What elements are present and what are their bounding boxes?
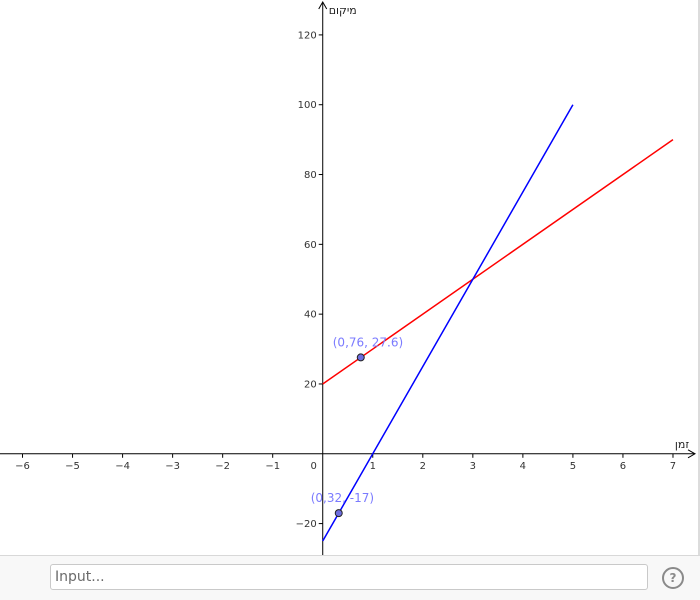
x-tick-label: −4 [115,461,130,472]
x-tick-label: 5 [570,461,576,472]
y-tick-label: 20 [304,379,317,390]
graph-canvas[interactable]: זמן מיקום −6 −5 −4 −3 −2 −1 0 1 2 3 4 5 6 7 −20 20 40 60 80 1… [0,0,698,555]
x-axis-title: זמן [675,438,689,451]
help-icon[interactable]: ? [662,567,684,589]
y-tick-label: 40 [304,310,317,321]
point-label-1: (0,76, 27.6) [333,335,403,349]
y-tick-label: 100 [298,100,317,111]
point-2[interactable] [334,509,343,518]
x-tick-label: −6 [15,461,30,472]
x-axis-arrow [687,449,697,459]
point-label-2: (0,32, -17) [311,491,374,505]
x-tick-label: 1 [370,461,376,472]
view-divider [698,0,700,555]
y-tick-label: 60 [304,240,317,251]
x-tick-label: 4 [520,461,526,472]
x-tick-label: 0 [311,461,317,472]
input-bar: ? [0,555,700,600]
y-tick-label: 120 [298,30,317,41]
red-line[interactable] [322,139,674,385]
x-tick-label: 3 [470,461,476,472]
x-tick-label: 6 [620,461,626,472]
x-tick-label: −3 [165,461,180,472]
y-axis-title: מיקום [329,4,357,17]
blue-line[interactable] [322,104,574,542]
y-tick-label: −20 [296,519,317,530]
y-axis-arrow [318,0,328,10]
x-tick-label: 7 [670,461,676,472]
input-field[interactable] [50,564,648,590]
x-tick-label: −5 [65,461,80,472]
point-1[interactable] [356,353,365,362]
y-tick-label: 80 [304,170,317,181]
graphics-view[interactable]: זמן מיקום −6 −5 −4 −3 −2 −1 0 1 2 3 4 5 6 7 −20 20 40 60 80 1… [0,0,698,555]
x-tick-label: −1 [265,461,280,472]
x-tick-label: −2 [215,461,230,472]
x-tick-label: 2 [420,461,426,472]
